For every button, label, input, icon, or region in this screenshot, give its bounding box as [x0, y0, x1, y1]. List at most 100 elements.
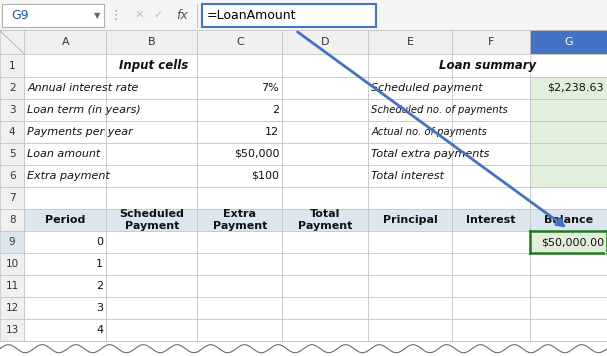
Bar	[24, 99, 106, 121]
Bar	[368, 319, 452, 341]
Text: 3: 3	[9, 105, 15, 115]
Bar	[452, 253, 530, 275]
Bar	[282, 77, 368, 99]
Bar	[368, 231, 452, 253]
Text: Loan summary: Loan summary	[439, 59, 537, 72]
Bar	[24, 121, 106, 143]
Text: 2: 2	[9, 83, 15, 93]
Bar	[24, 77, 106, 99]
Bar	[0, 253, 24, 275]
Bar	[106, 319, 197, 341]
Bar	[197, 297, 282, 319]
Bar	[197, 165, 282, 187]
Bar	[368, 121, 452, 143]
Bar	[530, 165, 607, 187]
Text: Scheduled no. of payments: Scheduled no. of payments	[371, 105, 508, 115]
Bar	[0, 54, 24, 77]
Bar	[0, 275, 24, 297]
Bar	[106, 231, 197, 253]
Bar	[0, 319, 24, 341]
Bar	[0, 209, 24, 231]
Text: 13: 13	[5, 325, 19, 335]
Bar	[0, 143, 24, 165]
Bar	[106, 99, 197, 121]
Text: 4: 4	[96, 325, 103, 335]
Bar	[282, 319, 368, 341]
Bar	[452, 231, 530, 253]
Text: G9: G9	[11, 9, 29, 22]
Text: Period: Period	[45, 215, 86, 225]
Bar	[530, 187, 607, 209]
Bar	[452, 165, 530, 187]
Bar	[197, 99, 282, 121]
Bar	[106, 77, 197, 99]
Bar	[282, 121, 368, 143]
Text: Scheduled payment: Scheduled payment	[371, 83, 483, 93]
Bar	[282, 297, 368, 319]
Bar	[0, 297, 24, 319]
Text: Payments per year: Payments per year	[27, 127, 133, 137]
Text: 7: 7	[9, 193, 15, 203]
Text: G: G	[564, 37, 573, 47]
Text: 3: 3	[96, 303, 103, 313]
Text: 12: 12	[5, 303, 19, 313]
Bar	[197, 77, 282, 99]
Bar	[197, 209, 282, 231]
Bar	[197, 319, 282, 341]
Bar	[24, 165, 106, 187]
Text: E: E	[407, 37, 414, 47]
Bar	[368, 209, 452, 231]
Text: 1: 1	[96, 259, 103, 269]
Bar	[282, 231, 368, 253]
Bar	[282, 143, 368, 165]
Bar	[282, 187, 368, 209]
Bar	[530, 319, 607, 341]
Bar	[24, 275, 106, 297]
Bar	[282, 54, 368, 77]
Bar	[106, 30, 197, 54]
Text: 12: 12	[265, 127, 279, 137]
Bar	[0, 30, 24, 54]
Text: $50,000.00: $50,000.00	[541, 237, 604, 247]
Text: ✓: ✓	[153, 10, 163, 20]
Bar	[530, 121, 607, 143]
Bar	[452, 77, 530, 99]
Bar	[282, 275, 368, 297]
Bar	[106, 275, 197, 297]
Text: Actual no. of payments: Actual no. of payments	[371, 127, 487, 137]
Text: $100: $100	[251, 171, 279, 181]
Bar	[368, 30, 452, 54]
Bar	[282, 209, 368, 231]
Bar	[24, 319, 106, 341]
Bar	[530, 77, 607, 99]
Bar	[24, 253, 106, 275]
Bar	[368, 165, 452, 187]
Bar	[0, 231, 24, 253]
Bar	[106, 143, 197, 165]
Text: D: D	[321, 37, 330, 47]
Bar	[197, 30, 282, 54]
Bar	[452, 187, 530, 209]
Text: 7%: 7%	[262, 83, 279, 93]
Text: 6: 6	[9, 171, 15, 181]
Bar	[197, 187, 282, 209]
Bar	[282, 165, 368, 187]
Bar	[530, 143, 607, 165]
Bar	[24, 143, 106, 165]
Bar	[197, 143, 282, 165]
Bar	[530, 275, 607, 297]
Bar	[452, 30, 530, 54]
Text: 10: 10	[5, 259, 19, 269]
Text: ▼: ▼	[94, 11, 100, 20]
Text: $50,000: $50,000	[234, 149, 279, 159]
Text: Input cells: Input cells	[118, 59, 188, 72]
Bar	[368, 297, 452, 319]
Text: 2: 2	[272, 105, 279, 115]
Text: Loan amount: Loan amount	[27, 149, 101, 159]
Bar	[368, 275, 452, 297]
Bar	[282, 253, 368, 275]
Bar	[24, 231, 106, 253]
Bar	[0, 121, 24, 143]
Bar	[368, 187, 452, 209]
Bar	[106, 165, 197, 187]
